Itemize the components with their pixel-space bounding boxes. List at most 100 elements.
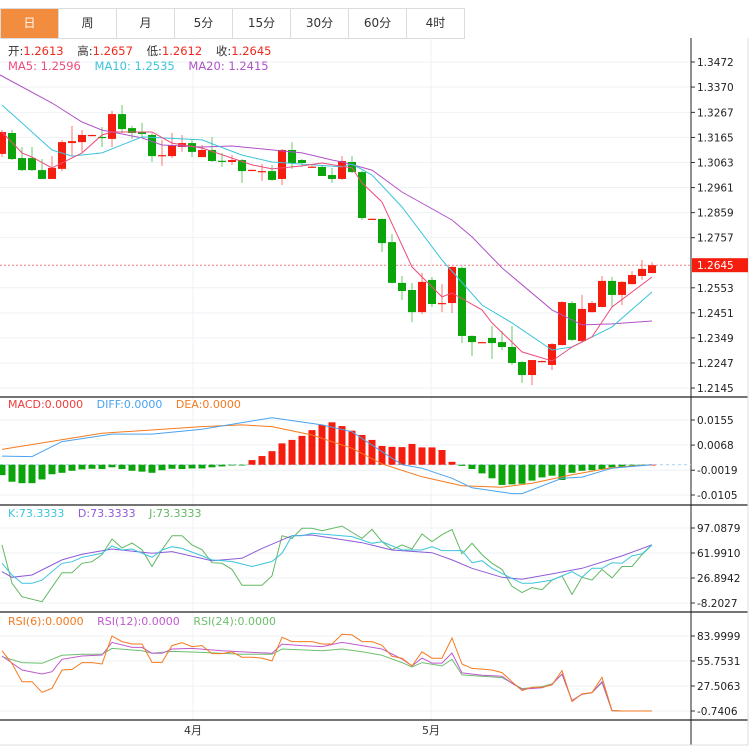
candle-body	[338, 161, 346, 179]
candle-up	[368, 218, 376, 220]
candle-body	[408, 290, 416, 313]
macd-bar	[388, 446, 396, 465]
macd-bar	[498, 464, 506, 485]
candle-down	[568, 301, 576, 342]
tab-1[interactable]: 周	[59, 9, 117, 38]
macd-bar	[348, 430, 356, 465]
rsi24-line	[1, 647, 652, 712]
candle-body	[498, 342, 506, 348]
tab-4[interactable]: 15分	[233, 9, 291, 38]
macd-bar	[358, 435, 366, 465]
tab-0[interactable]: 日	[1, 9, 59, 38]
candle-body	[288, 149, 296, 163]
candle-up	[528, 360, 536, 386]
price-axis-tick-label: 1.3472	[697, 57, 734, 69]
candle-body	[8, 133, 16, 160]
candle-body	[208, 149, 216, 162]
macd-axis-tick-label: -0.0019	[697, 465, 738, 477]
dea-line	[1, 424, 653, 488]
candle-down	[488, 325, 496, 360]
candle-body	[128, 128, 136, 134]
candle-up	[58, 139, 66, 172]
macd-bar	[58, 464, 66, 473]
candle-body	[638, 268, 646, 277]
rsi-axis-tick-label: -0.7406	[697, 706, 738, 718]
open-value: 1.2613	[23, 44, 64, 58]
candle-down	[378, 218, 386, 252]
macd-bar	[318, 424, 326, 465]
candle-body	[88, 134, 96, 137]
candle-body	[38, 170, 46, 179]
candle-body	[108, 114, 116, 139]
candle-up	[618, 281, 626, 305]
close-value: 1.2645	[231, 44, 272, 58]
macd-bar	[98, 464, 106, 470]
macd-axis-tick-label: -0.0105	[697, 490, 738, 502]
macd-bar	[508, 464, 516, 485]
macd-bar	[478, 464, 486, 474]
x-axis-label: 5月	[422, 724, 440, 737]
macd-bar	[398, 447, 406, 465]
period-tabs: 日周月 5分 15分 30分 60分 4时	[0, 8, 465, 39]
candle-body	[538, 361, 546, 363]
candle-body	[358, 172, 366, 219]
macd-bar	[458, 464, 466, 466]
candle-down	[328, 167, 336, 183]
ohlc-legend: 开:1.2613 高:1.2657 低:1.2612 收:1.2645	[8, 43, 271, 59]
candle-up	[628, 271, 636, 285]
tab-5[interactable]: 30分	[291, 9, 349, 38]
tab-2[interactable]: 月	[117, 9, 175, 38]
candle-down	[408, 282, 416, 322]
rsi6-legend-value: RSI(6):0.0000	[8, 615, 84, 628]
price-axis-tick-label: 1.2349	[697, 333, 734, 345]
rsi-axis-tick-label: 27.5063	[697, 681, 740, 693]
candle-body	[348, 161, 356, 173]
rsi6-line	[1, 633, 652, 712]
candle-up	[418, 273, 426, 315]
tab-3[interactable]: 5分	[175, 9, 233, 38]
candle-down	[508, 325, 516, 365]
macd-bar	[198, 464, 206, 469]
d-line	[1, 534, 653, 580]
tab-7[interactable]: 4时	[407, 9, 465, 38]
candle-down	[398, 276, 406, 301]
macd-bar	[328, 422, 336, 465]
candle-up	[558, 301, 566, 346]
macd-bar	[0, 464, 6, 476]
candle-body	[648, 265, 656, 274]
macd-bar	[618, 464, 626, 467]
macd-bar	[438, 450, 446, 465]
candle-up	[68, 125, 76, 157]
candle-body	[138, 132, 146, 134]
price-axis-tick-label: 1.2451	[697, 308, 734, 320]
candle-body	[48, 167, 56, 179]
macd-bar	[108, 464, 116, 468]
candle-up	[308, 165, 316, 168]
ma20-line	[0, 74, 653, 326]
candle-body	[78, 134, 86, 143]
candle-body	[598, 280, 606, 307]
candle-down	[468, 335, 476, 357]
candle-body	[148, 134, 156, 157]
low-label: 低:	[146, 44, 162, 58]
macd-bar	[468, 464, 476, 470]
macd-bar	[68, 464, 76, 471]
tab-6[interactable]: 60分	[349, 9, 407, 38]
candle-body	[218, 160, 226, 162]
ma5-line	[1, 131, 653, 362]
candle-up	[538, 360, 546, 363]
high-value: 1.2657	[92, 44, 133, 58]
macd-bar	[518, 464, 526, 484]
macd-legend-value: MACD:0.0000	[8, 398, 84, 411]
candle-down	[188, 139, 196, 158]
current-price-badge	[692, 258, 748, 273]
candle-body	[268, 171, 276, 180]
candle-body	[0, 132, 6, 154]
macd-bar	[608, 464, 616, 468]
macd-bar	[278, 443, 286, 465]
macd-bar	[288, 439, 296, 465]
candle-up	[278, 148, 286, 186]
candle-down	[458, 266, 466, 344]
candle-down	[498, 331, 506, 350]
